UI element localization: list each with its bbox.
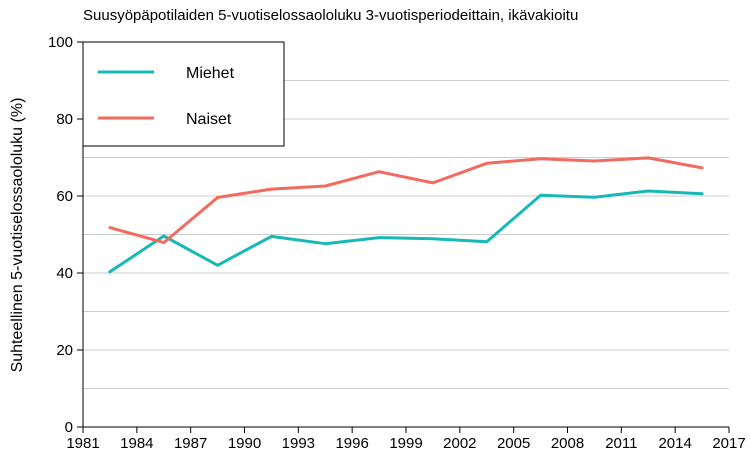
x-axis-ticks: 1981 1984 1987 1990 1993 1996 1999 2002 2005 2008… — [66, 427, 746, 452]
x-tick-label: 2017 — [712, 435, 745, 452]
y-axis-ticks: 0 20 40 60 80 100 — [48, 34, 83, 436]
x-tick-label: 2011 — [605, 435, 637, 452]
x-tick-label: 2008 — [551, 435, 584, 452]
legend-box — [82, 41, 285, 147]
x-tick-label: 1999 — [389, 435, 422, 452]
x-tick-label: 1993 — [282, 435, 315, 452]
y-tick-label: 40 — [56, 265, 73, 282]
legend-entry-naiset: Naiset — [98, 111, 232, 128]
series-line-naiset — [108, 156, 704, 245]
x-tick-label: 1984 — [120, 435, 153, 452]
y-tick-label: 60 — [56, 188, 73, 205]
x-tick-label: 2005 — [497, 435, 530, 452]
legend-label: Miehet — [186, 65, 235, 82]
legend-label: Naiset — [186, 111, 232, 128]
x-tick-label: 2014 — [658, 435, 691, 452]
grid — [83, 80, 729, 389]
y-tick-label: 80 — [56, 111, 73, 128]
legend-entry-miehet: Miehet — [98, 65, 235, 82]
legend: Miehet Naiset — [82, 41, 285, 147]
x-tick-label: 1987 — [174, 435, 207, 452]
x-tick-label: 1990 — [228, 435, 261, 452]
series-line-miehet — [108, 189, 704, 274]
y-tick-label: 0 — [65, 419, 73, 436]
x-tick-label: 1996 — [335, 435, 368, 452]
x-tick-label: 2002 — [443, 435, 476, 452]
y-tick-label: 20 — [56, 342, 73, 359]
series-layer — [108, 156, 704, 274]
x-tick-label: 1981 — [66, 435, 99, 452]
y-tick-label: 100 — [48, 34, 73, 51]
y-axis-title: Suhteellinen 5-vuotiselossaololuku (%) — [9, 98, 26, 373]
chart-title: Suusyöpäpotilaiden 5-vuotiselossaololuku… — [83, 7, 578, 24]
